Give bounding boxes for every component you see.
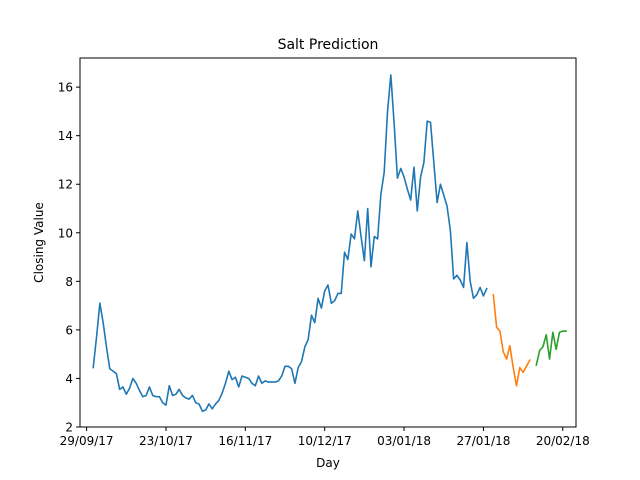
- x-axis-label: Day: [316, 456, 340, 470]
- y-tick-label: 8: [65, 275, 73, 289]
- y-tick-label: 2: [65, 421, 73, 435]
- y-tick-label: 10: [58, 226, 73, 240]
- x-axis-ticks: 29/09/17 23/10/17 16/11/17 10/12/17 03/01/18…: [60, 427, 590, 448]
- series-line-2: [492, 293, 531, 387]
- x-tick-label: 29/09/17: [60, 434, 114, 448]
- y-tick-label: 6: [65, 323, 73, 337]
- y-axis-ticks: 2 4 6 8 10 12 14 16: [58, 81, 80, 435]
- series-layer: [92, 74, 567, 413]
- x-tick-label: 20/02/18: [536, 434, 590, 448]
- y-tick-label: 4: [65, 372, 73, 386]
- x-tick-label: 27/01/18: [456, 434, 510, 448]
- x-tick-label: 03/01/18: [377, 434, 431, 448]
- y-tick-label: 12: [58, 178, 73, 192]
- y-axis-label: Closing Value: [32, 202, 46, 283]
- chart-title: Salt Prediction: [278, 37, 379, 53]
- y-tick-label: 16: [58, 81, 73, 95]
- plot-frame: [79, 57, 577, 428]
- x-tick-label: 23/10/17: [139, 434, 193, 448]
- series-line-3: [535, 330, 567, 367]
- x-tick-label: 16/11/17: [218, 434, 272, 448]
- x-tick-label: 10/12/17: [298, 434, 352, 448]
- y-tick-label: 14: [58, 129, 73, 143]
- plot-area: [80, 58, 576, 427]
- series-line-1: [92, 74, 488, 413]
